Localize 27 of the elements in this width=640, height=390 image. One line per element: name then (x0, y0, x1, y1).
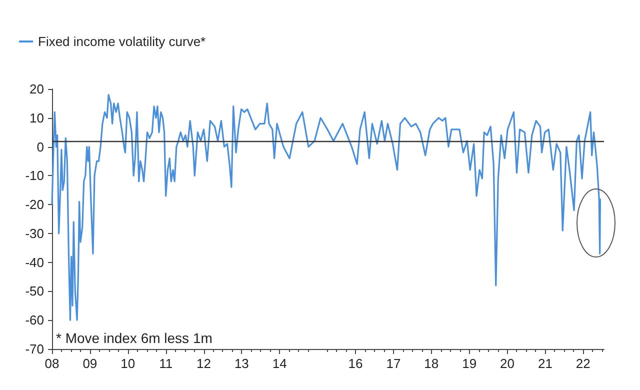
annotation: * Move index 6m less 1m (56, 330, 212, 346)
y-tick-label: 10 (30, 110, 44, 126)
y-tick-label: -30 (25, 226, 44, 241)
x-tick-label: 13 (234, 356, 249, 371)
x-tick-label: 18 (424, 356, 439, 371)
x-tick-label: 22 (576, 356, 590, 371)
y-tick-label: -40 (25, 254, 44, 270)
x-tick-label: 12 (196, 356, 211, 371)
y-tick-label: -50 (25, 284, 44, 299)
x-tick-label: 10 (120, 356, 136, 371)
x-tick-label: 21 (538, 356, 552, 371)
x-tick-label: 08 (44, 356, 60, 371)
y-tick-label: -70 (25, 342, 44, 356)
x-tick-label: 20 (500, 356, 514, 371)
x-tick-label: 19 (462, 356, 477, 371)
legend-label: Fixed income volatility curve* (38, 34, 206, 49)
line-series (51, 94, 602, 321)
y-tick-label: -20 (25, 197, 44, 212)
y-tick-label: -10 (25, 168, 44, 184)
y-tick-label: 20 (30, 82, 44, 96)
x-tick-label: 14 (272, 356, 287, 371)
x-tick-label: 17 (386, 356, 401, 371)
x-tick-label: 09 (82, 356, 98, 371)
y-tick-label: -60 (25, 312, 44, 328)
x-tick-label: 11 (159, 356, 173, 371)
y-tick-label: 0 (36, 139, 44, 154)
x-tick-label: 16 (348, 356, 363, 371)
